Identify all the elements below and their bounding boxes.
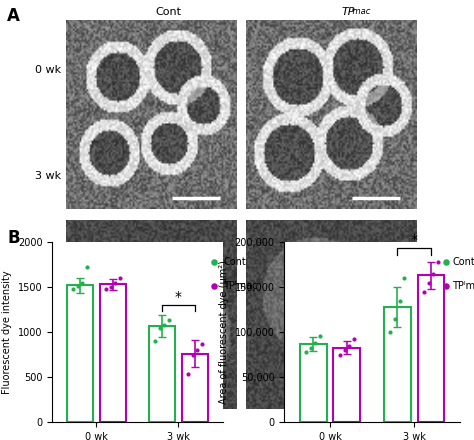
Point bbox=[336, 351, 344, 358]
Text: *: * bbox=[175, 290, 182, 304]
Y-axis label: Fluorescent dye intensity: Fluorescent dye intensity bbox=[2, 271, 12, 394]
Point bbox=[111, 279, 119, 286]
Point bbox=[429, 270, 437, 277]
Bar bbox=[384, 307, 411, 422]
Point bbox=[425, 279, 433, 286]
Bar bbox=[418, 275, 445, 422]
Point bbox=[286, 78, 294, 85]
Text: Cont: Cont bbox=[155, 7, 181, 17]
Text: Cont: Cont bbox=[453, 257, 474, 267]
Bar bbox=[182, 354, 208, 422]
Point bbox=[420, 288, 428, 295]
Point bbox=[198, 341, 205, 348]
Point bbox=[165, 317, 173, 324]
Text: 3 wk: 3 wk bbox=[36, 171, 62, 181]
Bar bbox=[300, 344, 327, 422]
Text: *: * bbox=[410, 233, 418, 247]
Point bbox=[316, 332, 324, 339]
Text: TPᴵmac: TPᴵmac bbox=[223, 282, 258, 291]
Point bbox=[341, 347, 348, 354]
Point bbox=[193, 347, 201, 354]
Text: TPᴵmac: TPᴵmac bbox=[453, 282, 474, 291]
Y-axis label: Area of fluorescent dye (μm²): Area of fluorescent dye (μm²) bbox=[219, 260, 229, 404]
Text: Cont: Cont bbox=[223, 257, 246, 267]
Point bbox=[152, 338, 159, 345]
Text: ᴵmac: ᴵmac bbox=[352, 7, 371, 15]
Point bbox=[350, 336, 357, 343]
Bar bbox=[100, 284, 126, 422]
Point bbox=[156, 324, 164, 331]
Point bbox=[387, 329, 394, 336]
Point bbox=[107, 284, 114, 291]
Point bbox=[102, 286, 110, 293]
Point bbox=[116, 275, 123, 282]
Bar bbox=[67, 285, 93, 422]
Point bbox=[391, 315, 399, 322]
Text: 0 wk: 0 wk bbox=[36, 66, 62, 75]
Point bbox=[74, 282, 82, 290]
Text: TP: TP bbox=[341, 7, 355, 17]
Point bbox=[70, 286, 77, 293]
Point bbox=[311, 340, 319, 347]
Point bbox=[79, 280, 86, 287]
Text: A: A bbox=[7, 7, 20, 25]
Point bbox=[307, 344, 315, 351]
Point bbox=[189, 351, 196, 358]
Point bbox=[83, 264, 91, 271]
Bar bbox=[149, 326, 175, 422]
Text: B: B bbox=[7, 229, 20, 247]
Point bbox=[346, 342, 353, 349]
Point bbox=[434, 258, 442, 265]
Point bbox=[161, 322, 168, 329]
Bar bbox=[333, 348, 360, 422]
Point bbox=[184, 370, 192, 377]
Point bbox=[396, 297, 403, 304]
Point bbox=[401, 275, 408, 282]
Point bbox=[302, 348, 310, 356]
